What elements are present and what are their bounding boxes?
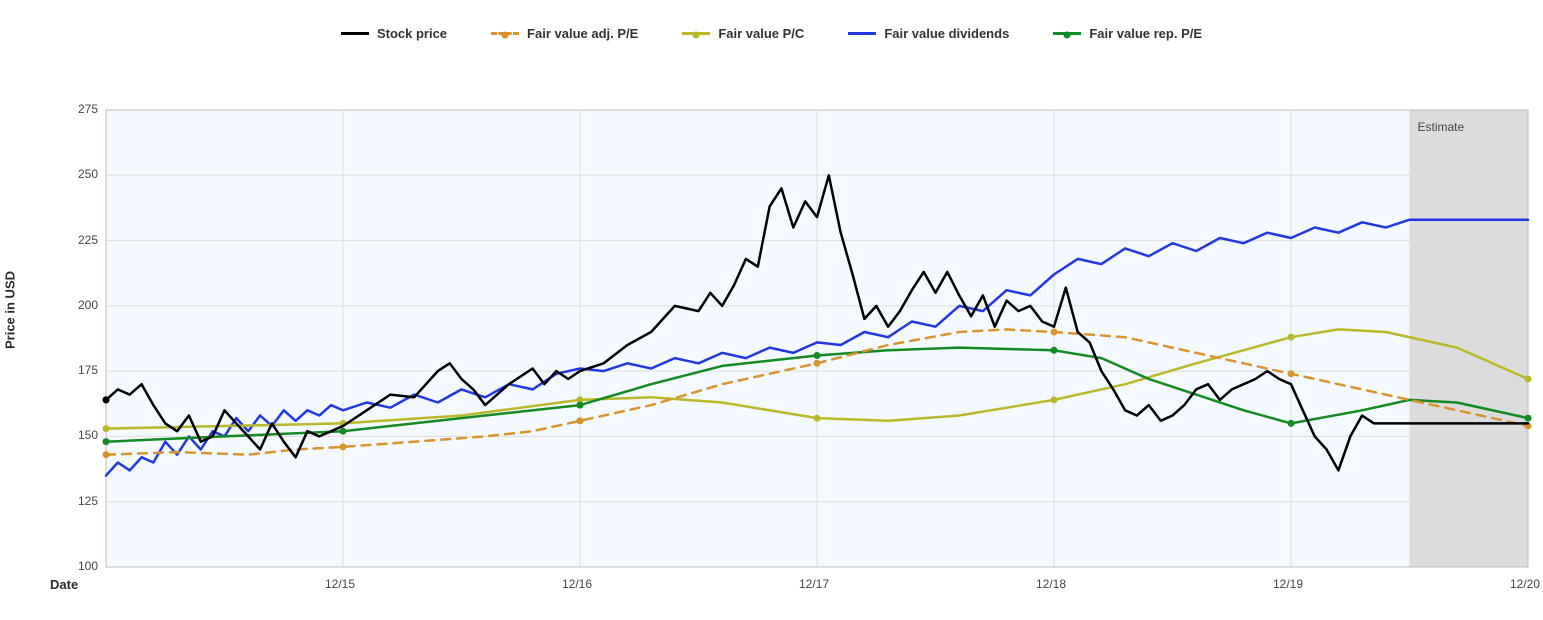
y-tick-label: 150 (78, 428, 98, 442)
x-tick-label: 12/17 (799, 577, 829, 591)
y-axis-label: Price in USD (3, 271, 18, 349)
x-tick-label: 12/18 (1036, 577, 1066, 591)
y-tick-label: 175 (78, 363, 98, 377)
x-tick-label: 12/19 (1273, 577, 1303, 591)
x-tick-label: 12/16 (562, 577, 592, 591)
y-tick-label: 225 (78, 233, 98, 247)
x-tick-label: 12/15 (325, 577, 355, 591)
x-axis-label: Date (50, 577, 78, 592)
chart-svg (0, 0, 1543, 620)
y-tick-label: 125 (78, 494, 98, 508)
x-tick-label: 12/20 (1510, 577, 1540, 591)
y-tick-label: 200 (78, 298, 98, 312)
y-tick-label: 100 (78, 559, 98, 573)
y-tick-label: 250 (78, 167, 98, 181)
estimate-label: Estimate (1418, 120, 1465, 134)
chart-container: Stock priceFair value adj. P/EFair value… (0, 0, 1543, 620)
y-tick-label: 275 (78, 102, 98, 116)
